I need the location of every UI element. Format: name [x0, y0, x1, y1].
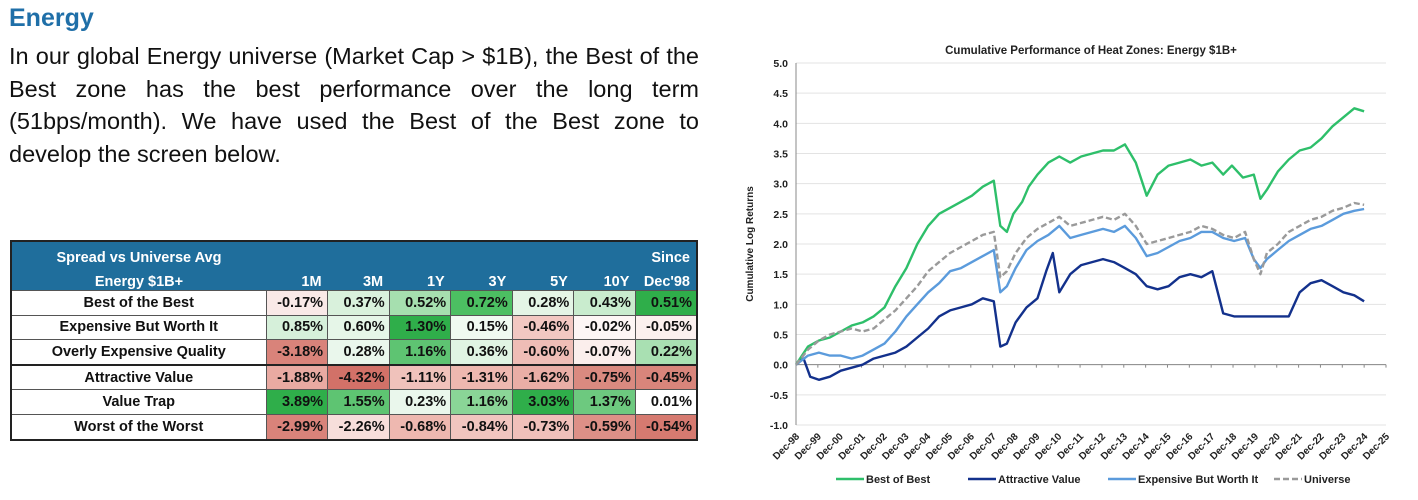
value-cell: -0.60% [511, 339, 575, 366]
value-cell: 1.30% [388, 314, 452, 341]
column-header: 1Y [389, 266, 451, 291]
legend-label: Expensive But Worth It [1138, 474, 1259, 486]
value-cell: -1.11% [388, 364, 452, 391]
value-cell: 3.89% [265, 389, 329, 415]
y-axis-label: Cumulative Log Returns [745, 186, 756, 302]
series-line [795, 207, 1365, 366]
table-row: Value Trap 3.89% 1.55% 0.23% 1.16% 3.03% 1.37%… [10, 389, 698, 415]
y-tick-label: 4.0 [773, 118, 788, 130]
value-cell: -0.07% [573, 339, 636, 366]
value-cell: 0.72% [450, 290, 513, 316]
since-label: Since [635, 241, 697, 266]
column-header: 3M [327, 266, 390, 291]
value-cell: 0.28% [511, 290, 575, 316]
value-cell: 0.23% [388, 389, 452, 415]
value-cell: -0.84% [450, 413, 513, 441]
value-cell: -0.02% [573, 314, 636, 341]
spread-table: Spread vs Universe Avg Since Energy $1B+… [10, 240, 698, 441]
value-cell: -3.18% [265, 339, 329, 366]
value-cell: -0.68% [388, 413, 452, 441]
value-cell: -1.88% [265, 364, 329, 391]
value-cell: 0.60% [327, 314, 390, 341]
row-label: Worst of the Worst [10, 413, 267, 441]
value-cell: -0.59% [573, 413, 636, 441]
y-tick-label: 3.0 [773, 179, 788, 191]
row-label: Best of the Best [10, 290, 267, 316]
value-cell: -0.73% [511, 413, 575, 441]
column-header: 5Y [512, 266, 574, 291]
y-tick-label: 5.0 [773, 58, 788, 70]
value-cell: -0.05% [634, 314, 698, 341]
y-tick-label: 2.5 [773, 209, 788, 221]
chart-svg: Cumulative Performance of Heat Zones: En… [745, 45, 1392, 486]
series-line [795, 251, 1365, 381]
y-tick-label: 0.5 [773, 330, 788, 342]
value-cell: 3.03% [511, 389, 575, 415]
table-row: Overly Expensive Quality -3.18% 0.28% 1.16%… [10, 339, 698, 366]
value-cell: -4.32% [327, 364, 390, 391]
column-header: 1M [266, 266, 328, 291]
table-row: Attractive Value -1.88% -4.32% -1.11% -1.31%… [10, 364, 698, 391]
performance-chart: Cumulative Performance of Heat Zones: En… [740, 40, 1418, 500]
value-cell: -0.54% [634, 413, 698, 441]
value-cell: -1.31% [450, 364, 513, 391]
chart-title: Cumulative Performance of Heat Zones: En… [945, 45, 1237, 57]
y-tick-label: 0.0 [773, 360, 788, 372]
value-cell: 0.28% [327, 339, 390, 366]
row-label: Attractive Value [10, 364, 267, 391]
table-row: Expensive But Worth It 0.85% 0.60% 1.30% 0.1… [10, 314, 698, 341]
value-cell: 0.52% [388, 290, 452, 316]
value-cell: 0.51% [634, 290, 698, 316]
value-cell: -2.99% [265, 413, 329, 441]
legend-label: Best of Best [866, 474, 931, 486]
y-tick-label: -1.0 [770, 420, 788, 432]
column-header: 10Y [573, 266, 636, 291]
row-label: Expensive But Worth It [10, 314, 267, 341]
spread-table-header: Spread vs Universe Avg Since Energy $1B+… [11, 241, 697, 291]
value-cell: 1.16% [388, 339, 452, 366]
value-cell: 1.55% [327, 389, 390, 415]
value-cell: -0.75% [573, 364, 636, 391]
value-cell: 0.36% [450, 339, 513, 366]
table-header-title: Spread vs Universe Avg [11, 241, 266, 266]
y-tick-label: -0.5 [770, 390, 788, 402]
value-cell: 0.01% [634, 389, 698, 415]
column-header: 3Y [450, 266, 513, 291]
legend-label: Attractive Value [998, 474, 1081, 486]
value-cell: 0.37% [327, 290, 390, 316]
value-cell: 0.15% [450, 314, 513, 341]
legend-label: Universe [1304, 474, 1350, 486]
row-label: Value Trap [10, 389, 267, 415]
value-cell: -2.26% [327, 413, 390, 441]
value-cell: 1.16% [450, 389, 513, 415]
table-row: Worst of the Worst -2.99% -2.26% -0.68% -0.8… [10, 413, 698, 441]
row-label: Overly Expensive Quality [10, 339, 267, 366]
series-line [794, 107, 1365, 366]
spread-table-body: Best of the Best -0.17% 0.37% 0.52% 0.72% 0.2… [10, 290, 698, 441]
value-cell: -0.46% [511, 314, 575, 341]
y-tick-label: 1.5 [773, 269, 788, 281]
value-cell: -1.62% [511, 364, 575, 391]
y-tick-label: 3.5 [773, 149, 788, 161]
table-header-subtitle: Energy $1B+ [11, 266, 266, 291]
value-cell: 0.85% [265, 314, 329, 341]
value-cell: -0.45% [634, 364, 698, 391]
intro-paragraph: In our global Energy universe (Market Ca… [9, 43, 699, 167]
value-cell: 1.37% [573, 389, 636, 415]
column-header: Dec'98 [635, 266, 697, 291]
section-title: Energy [9, 4, 94, 32]
y-tick-label: 1.0 [773, 299, 788, 311]
value-cell: 0.22% [634, 339, 698, 366]
y-tick-label: 4.5 [773, 88, 788, 100]
value-cell: -0.17% [265, 290, 329, 316]
y-tick-label: 2.0 [773, 239, 788, 251]
series-line [795, 201, 1365, 366]
value-cell: 0.43% [573, 290, 636, 316]
table-row: Best of the Best -0.17% 0.37% 0.52% 0.72% 0.2… [10, 290, 698, 316]
